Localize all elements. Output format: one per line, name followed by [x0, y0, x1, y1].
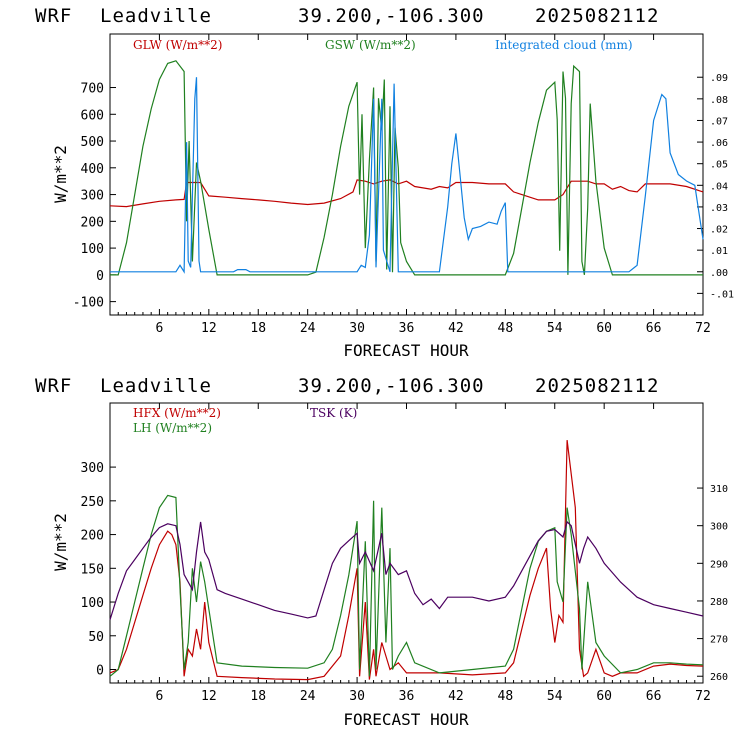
x-tick-label: 6	[156, 689, 164, 704]
y2-tick-label: .09	[710, 73, 728, 84]
y-tick-label: 0	[96, 269, 104, 284]
y-tick-label: 0	[96, 664, 104, 679]
legend-integrated-cloud: Integrated cloud (mm)	[495, 38, 633, 52]
y-tick-label: 600	[81, 108, 104, 123]
y-tick-label: 300	[81, 461, 104, 476]
y2-tick-label: .08	[710, 95, 728, 106]
series-line-0	[109, 179, 704, 208]
legend-hfx: HFX (W/m**2)	[133, 406, 221, 420]
x-tick-label: 18	[250, 689, 266, 704]
panel1-title-site: Leadville	[100, 5, 212, 27]
y2-tick-label: .01	[710, 246, 728, 257]
series-line-1	[110, 60, 703, 276]
panel1-y2-ticks: -.01 .00 .01 .02 .03 .04 .05 .06 .07 .08 .09	[697, 73, 734, 300]
x-tick-label: 30	[349, 689, 365, 704]
x-tick-label: 18	[250, 321, 266, 336]
y2-tick-label: 310	[710, 484, 728, 495]
panel1-title-model: WRF	[35, 5, 72, 27]
panel2-title-coords: 39.200,-106.300	[298, 375, 485, 397]
panel1-title-coords: 39.200,-106.300	[298, 5, 485, 27]
x-tick-label: 36	[399, 689, 415, 704]
panel1-title-run: 2025082112	[535, 5, 659, 27]
series-line-2	[110, 77, 704, 274]
y2-tick-label: 300	[710, 522, 728, 533]
legend-glw: GLW (W/m**2)	[133, 38, 222, 52]
x-tick-label: 6	[156, 321, 164, 336]
panel2-title-site: Leadville	[100, 375, 212, 397]
y2-tick-label: .05	[710, 160, 728, 171]
y2-tick-label: 260	[710, 672, 728, 683]
panel2-x-ticks: 6 12 18 24 30 36 42 48 54 60 66 72	[117, 403, 711, 704]
panel2-y-axis-label: W/m**2	[51, 513, 70, 571]
x-tick-label: 12	[201, 321, 217, 336]
y-tick-label: -100	[73, 296, 104, 311]
y-tick-label: 300	[81, 189, 104, 204]
x-tick-label: 24	[300, 689, 316, 704]
panel2-y2-ticks: 260 270 280 290 300 310	[697, 484, 728, 683]
x-tick-label: 72	[695, 689, 711, 704]
legend-tsk: TSK (K)	[310, 406, 357, 420]
y-tick-label: 50	[88, 630, 104, 645]
x-tick-label: 24	[300, 321, 316, 336]
x-tick-label: 66	[646, 689, 662, 704]
y2-tick-label: .02	[710, 225, 728, 236]
x-tick-label: 54	[547, 321, 563, 336]
x-tick-label: 42	[448, 689, 464, 704]
x-tick-label: 66	[646, 321, 662, 336]
y2-tick-label: .06	[710, 138, 728, 149]
y2-tick-label: .00	[710, 268, 728, 279]
y2-tick-label: .07	[710, 116, 728, 127]
y2-tick-label: 270	[710, 635, 728, 646]
y-tick-label: 500	[81, 135, 104, 150]
y-tick-label: 200	[81, 215, 104, 230]
legend-lh: LH (W/m**2)	[133, 421, 212, 435]
radiation-panel: WRF Leadville 39.200,-106.300 2025082112…	[35, 5, 734, 360]
x-tick-label: 42	[448, 321, 464, 336]
panel2-title-run: 2025082112	[535, 375, 659, 397]
y-tick-label: 150	[81, 562, 104, 577]
series-line-1	[109, 494, 704, 677]
x-tick-label: 30	[349, 321, 365, 336]
x-tick-label: 60	[596, 321, 612, 336]
x-tick-label: 60	[596, 689, 612, 704]
y2-tick-label: .03	[710, 203, 728, 214]
y-tick-label: 250	[81, 495, 104, 510]
panel2-y-ticks: 0 50 100 150 200 250 300	[81, 461, 116, 679]
panel2-series	[109, 440, 704, 681]
y-tick-label: 400	[81, 162, 104, 177]
panel1-y-axis-label: W/m**2	[51, 145, 70, 203]
y2-tick-label: .04	[710, 181, 728, 192]
y-tick-label: 100	[81, 242, 104, 257]
panel1-series	[109, 60, 704, 276]
x-tick-label: 12	[201, 689, 217, 704]
panel2-x-axis-label: FORECAST HOUR	[343, 710, 469, 729]
x-tick-label: 54	[547, 689, 563, 704]
panel1-x-axis-label: FORECAST HOUR	[343, 341, 469, 360]
x-tick-label: 48	[498, 689, 514, 704]
y-tick-label: 700	[81, 82, 104, 97]
x-tick-label: 48	[498, 321, 514, 336]
x-tick-label: 72	[695, 321, 711, 336]
panel2-title-model: WRF	[35, 375, 72, 397]
panel1-y-ticks: -100 0 100 200 300 400 500 600 700	[73, 82, 116, 311]
y2-tick-label: 280	[710, 597, 728, 608]
flux-panel: WRF Leadville 39.200,-106.300 2025082112…	[35, 375, 728, 729]
legend-gsw: GSW (W/m**2)	[325, 38, 416, 52]
series-line-2	[109, 520, 704, 620]
x-tick-label: 36	[399, 321, 415, 336]
y2-tick-label: 290	[710, 559, 728, 570]
y-tick-label: 100	[81, 596, 104, 611]
y2-tick-label: -.01	[710, 289, 734, 300]
panel1-x-ticks: 6 12 18 24 30 36 42 48 54 60 66 72	[117, 34, 711, 336]
y-tick-label: 200	[81, 529, 104, 544]
